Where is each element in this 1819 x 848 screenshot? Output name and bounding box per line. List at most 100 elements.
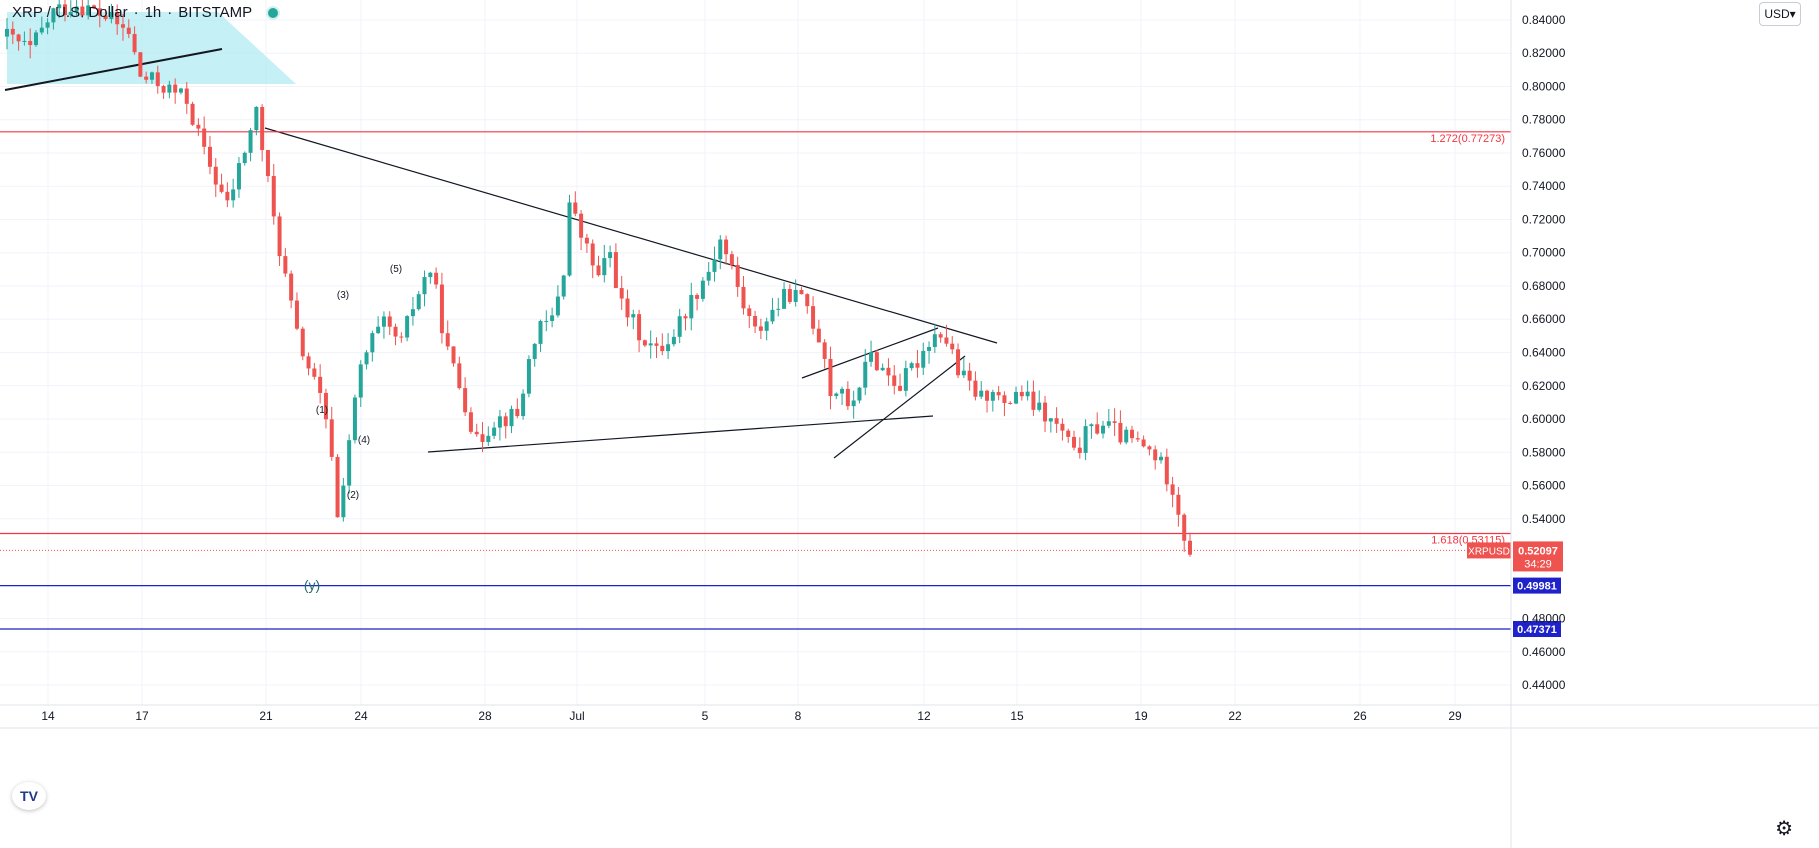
- candle: [1159, 452, 1164, 464]
- candle-body: [741, 286, 746, 309]
- candle-body: [892, 375, 897, 386]
- candle: [683, 313, 688, 331]
- candle-body: [1048, 418, 1053, 422]
- candle: [874, 349, 879, 372]
- candle: [1135, 431, 1140, 443]
- candle-body: [97, 8, 102, 16]
- candle: [51, 7, 56, 30]
- time-tick-label: 5: [702, 709, 709, 723]
- wave-label: (y): [304, 577, 320, 593]
- candle: [555, 285, 560, 318]
- price-tick-label: 0.82000: [1522, 46, 1566, 60]
- logo-text: TV: [20, 788, 38, 804]
- candle: [341, 477, 346, 522]
- candle-body: [979, 390, 984, 397]
- gear-icon[interactable]: ⚙: [1775, 818, 1793, 840]
- candle: [445, 320, 450, 351]
- candle: [770, 298, 775, 325]
- candle-body: [927, 346, 932, 351]
- symbol-name[interactable]: XRP / U.S. Dollar: [12, 4, 128, 21]
- price-tick-label: 0.78000: [1522, 113, 1566, 127]
- candle-body: [521, 393, 526, 417]
- candle-body: [648, 343, 653, 346]
- candle: [1083, 419, 1088, 461]
- candle: [225, 182, 230, 208]
- candle-body: [1118, 422, 1123, 443]
- candle: [370, 330, 375, 362]
- candle: [753, 310, 758, 333]
- wave-labels: (1) (2) (3) (4) (5) (y): [304, 264, 402, 593]
- candle-body: [671, 336, 676, 345]
- candle-body: [915, 363, 920, 368]
- candle-body: [544, 320, 549, 322]
- candle: [497, 409, 502, 441]
- candle: [834, 392, 839, 400]
- time-tick-label: Jul: [569, 709, 584, 723]
- price-tick-label: 0.56000: [1522, 479, 1566, 493]
- candle-body: [335, 456, 340, 518]
- candle: [1014, 386, 1019, 405]
- candle: [387, 311, 392, 336]
- candle-body: [811, 306, 816, 329]
- currency-selector[interactable]: USD ▾: [1759, 2, 1801, 26]
- candle: [1089, 423, 1094, 439]
- candle: [950, 336, 955, 355]
- candle-body: [62, 4, 67, 16]
- candle: [457, 356, 462, 390]
- candle-body: [155, 72, 160, 87]
- candle-body: [561, 275, 566, 297]
- candle-body: [956, 349, 961, 376]
- candle: [155, 65, 160, 94]
- candle-body: [869, 352, 874, 362]
- candle: [816, 319, 821, 343]
- candle-body: [323, 392, 328, 420]
- candle: [764, 317, 769, 341]
- candle-body: [1147, 446, 1152, 450]
- candle: [927, 341, 932, 364]
- time-tick-label: 19: [1134, 709, 1148, 723]
- candle: [271, 163, 276, 225]
- time-tick-label: 21: [259, 709, 273, 723]
- candle-body: [782, 289, 787, 309]
- candle-body: [10, 28, 15, 35]
- symbol-badge-label: XRPUSD: [1468, 546, 1510, 557]
- candle: [938, 331, 943, 343]
- candle-body: [909, 363, 914, 369]
- price-tick-label: 0.70000: [1522, 246, 1566, 260]
- candle-body: [851, 400, 856, 407]
- candle-body: [1112, 421, 1117, 423]
- candle: [863, 349, 868, 396]
- candle: [306, 352, 311, 376]
- candle-body: [1153, 449, 1158, 461]
- candle: [265, 149, 270, 183]
- candle: [985, 389, 990, 413]
- candle: [619, 275, 624, 310]
- candle-body: [938, 334, 943, 338]
- candle-body: [1188, 540, 1192, 555]
- interval-label[interactable]: 1h: [144, 4, 162, 21]
- candle-body: [532, 343, 537, 360]
- price-tick-label: 0.48000: [1522, 612, 1566, 626]
- candle: [515, 398, 520, 419]
- candle-body: [1101, 425, 1106, 434]
- candle-body: [51, 8, 56, 23]
- candle-body: [347, 440, 352, 486]
- candle: [219, 173, 224, 194]
- candle-body: [428, 272, 433, 278]
- candle-body: [805, 294, 810, 307]
- candle-body: [700, 280, 705, 299]
- tradingview-logo[interactable]: TV: [12, 782, 46, 810]
- candle: [648, 330, 653, 359]
- candle: [967, 362, 972, 391]
- candle: [144, 71, 149, 84]
- price-tick-label: 0.44000: [1522, 678, 1566, 692]
- candle: [840, 386, 845, 405]
- candle: [898, 373, 903, 392]
- candle-body: [178, 88, 183, 93]
- candle: [120, 14, 125, 41]
- candle-body: [196, 124, 201, 129]
- candle: [138, 52, 143, 78]
- candle-body: [967, 370, 972, 381]
